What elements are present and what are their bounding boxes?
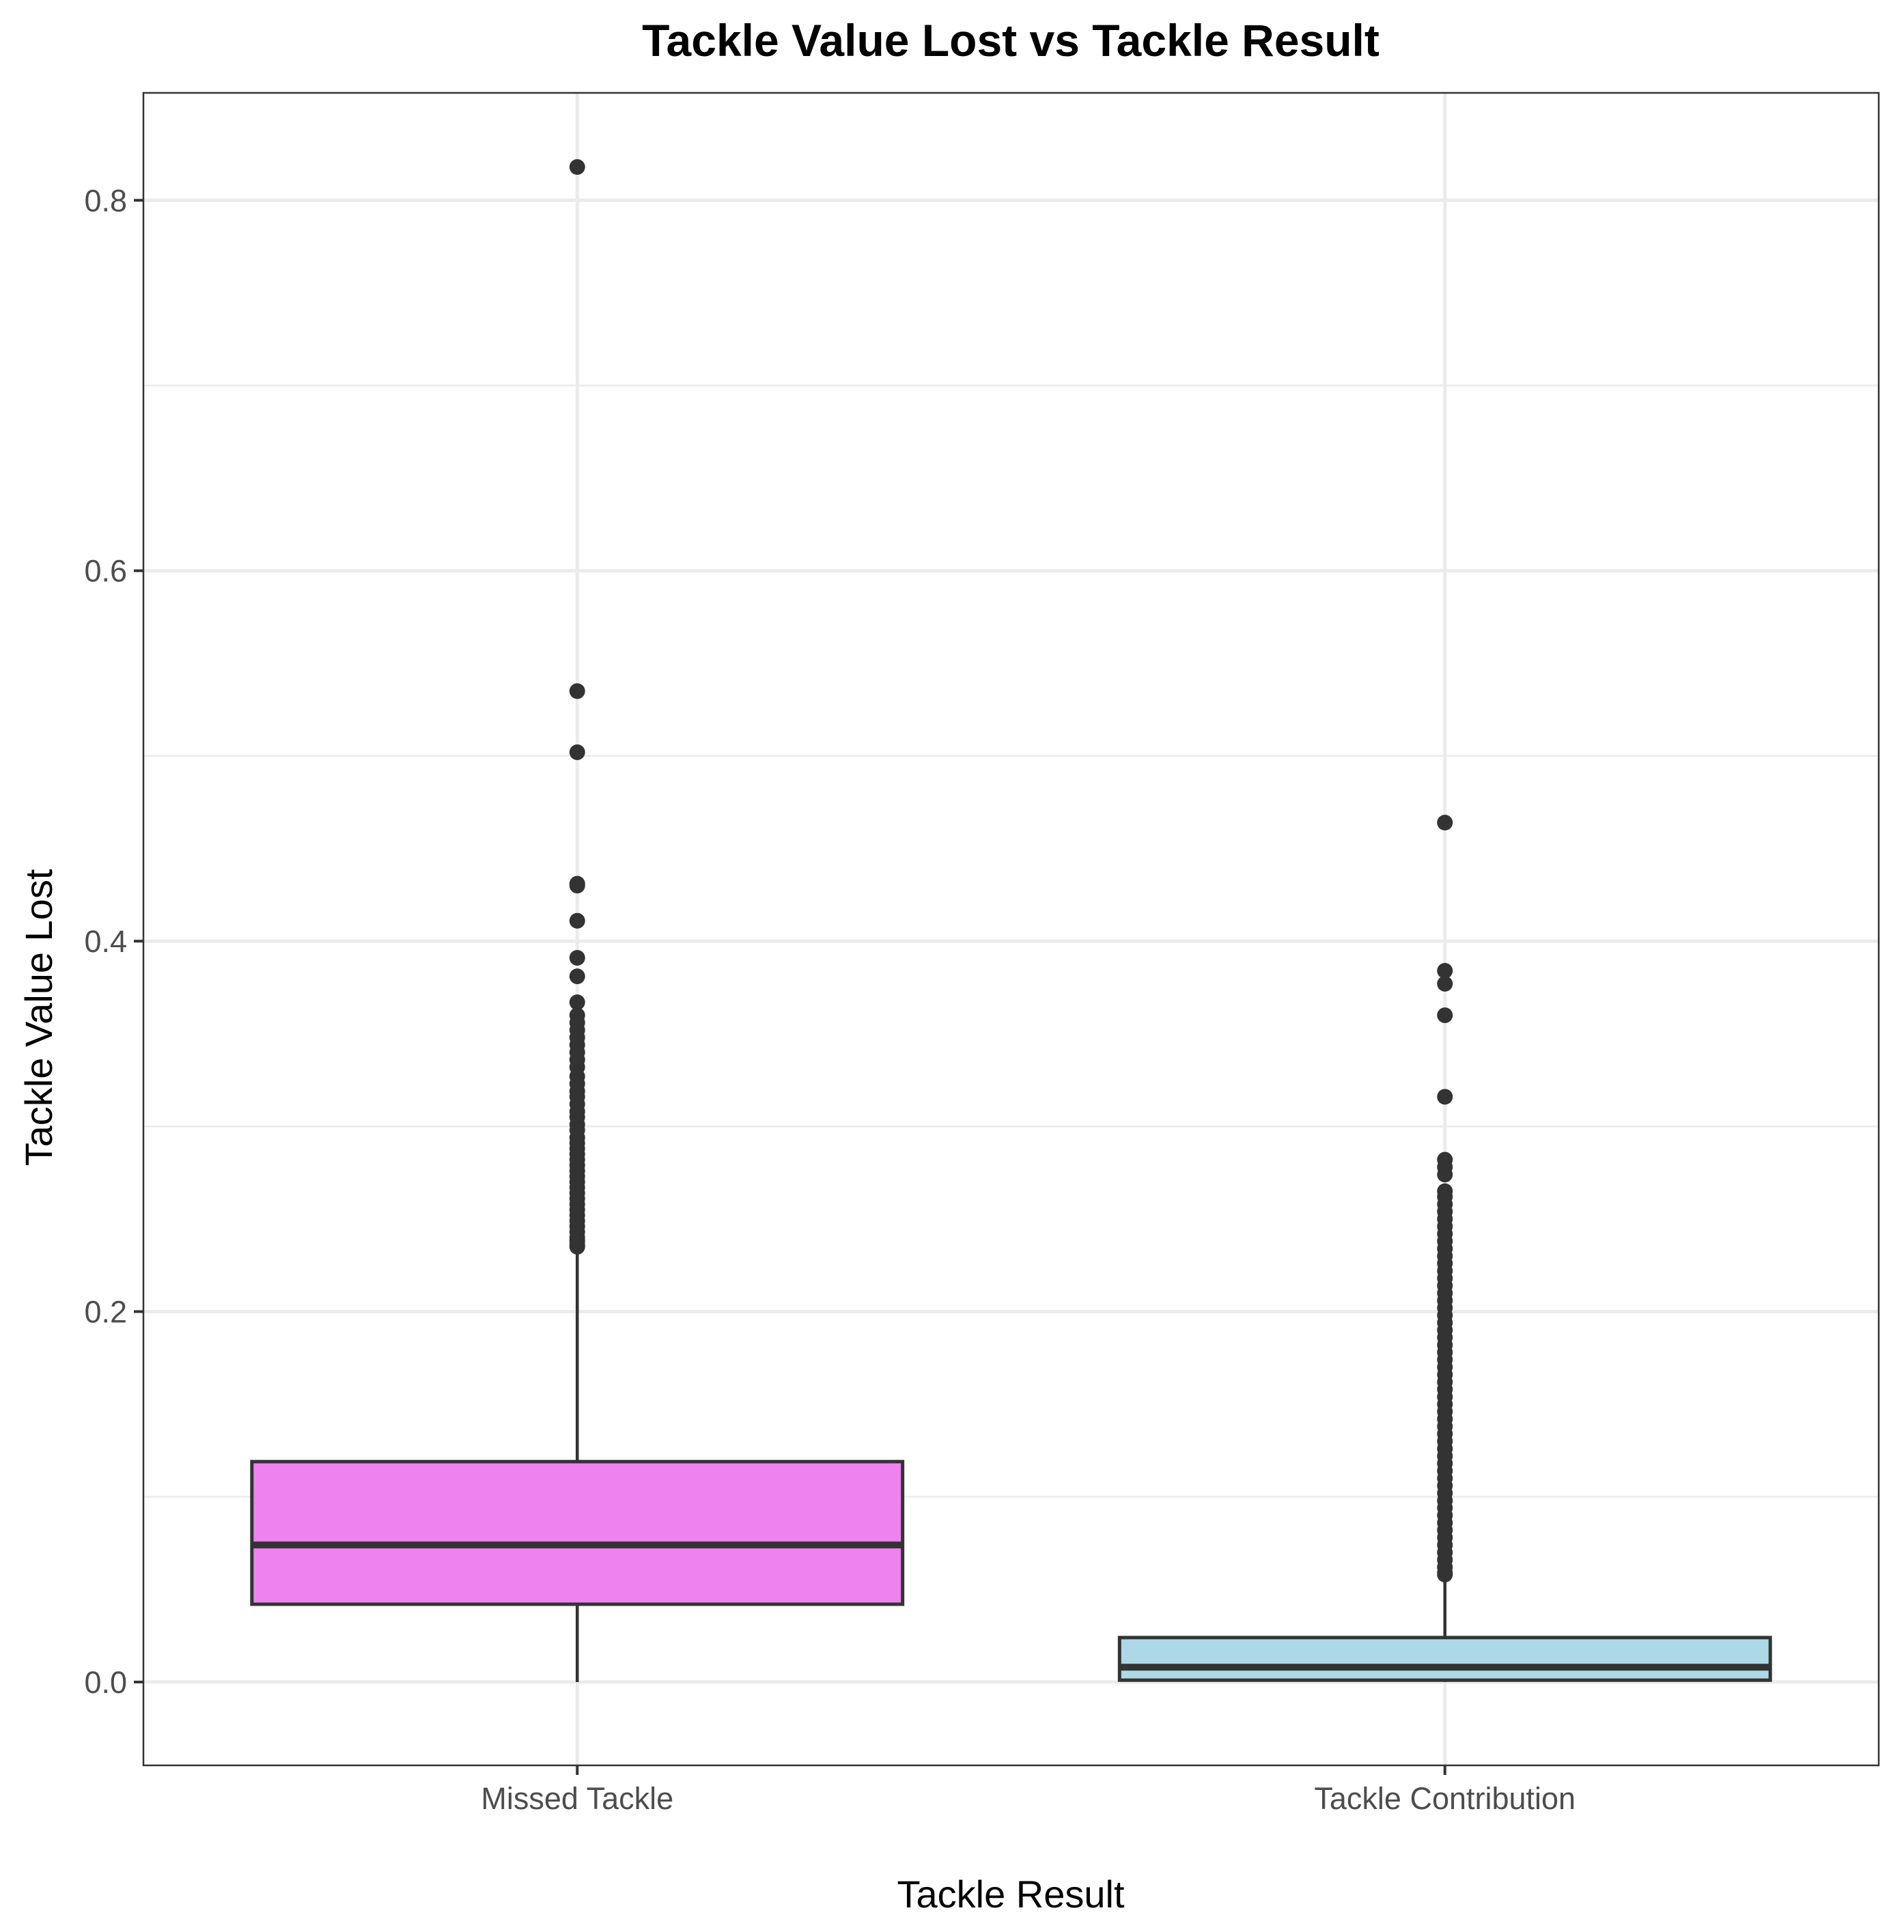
- outlier-point: [569, 1239, 585, 1255]
- x-tick-label: Missed Tackle: [481, 1781, 673, 1816]
- outlier-point: [569, 744, 585, 760]
- outlier-point: [1437, 963, 1453, 979]
- y-tick-label: 0.6: [84, 554, 127, 589]
- outlier-point: [569, 950, 585, 966]
- outlier-point: [1437, 815, 1453, 831]
- outlier-point: [1437, 976, 1453, 992]
- panel-border: [142, 92, 1880, 1767]
- outlier-point: [1437, 1567, 1453, 1583]
- boxes: [250, 1250, 1772, 1682]
- y-tick-label: 0.2: [84, 1295, 127, 1330]
- outlier-point: [569, 683, 585, 699]
- outlier-point: [569, 968, 585, 985]
- outlier-point: [1437, 1089, 1453, 1105]
- box-iqr: [250, 1459, 905, 1606]
- outlier-point: [569, 878, 585, 894]
- chart-title: Tackle Value Lost vs Tackle Result: [642, 15, 1380, 66]
- outlier-point: [569, 994, 585, 1011]
- axes: 0.0 0.2 0.4 0.6 0.8 Missed Tackle Tackle Contr…: [84, 183, 1576, 1816]
- y-tick-label: 0.4: [84, 924, 127, 959]
- y-axis-title: Tackle Value Lost: [17, 869, 60, 1166]
- outlier-point: [1437, 1166, 1453, 1183]
- outlier-point: [1437, 1007, 1453, 1024]
- box-1: [250, 1250, 905, 1682]
- x-tick-label: Tackle Contribution: [1314, 1781, 1576, 1816]
- outliers: [569, 158, 1453, 1583]
- box-iqr: [1117, 1636, 1772, 1682]
- outlier-point: [569, 158, 585, 175]
- y-tick-label: 0.8: [84, 183, 127, 218]
- y-tick-label: 0.0: [84, 1665, 127, 1700]
- box-2: [1117, 1576, 1772, 1682]
- outlier-point: [569, 912, 585, 929]
- x-axis-title: Tackle Result: [897, 1873, 1124, 1916]
